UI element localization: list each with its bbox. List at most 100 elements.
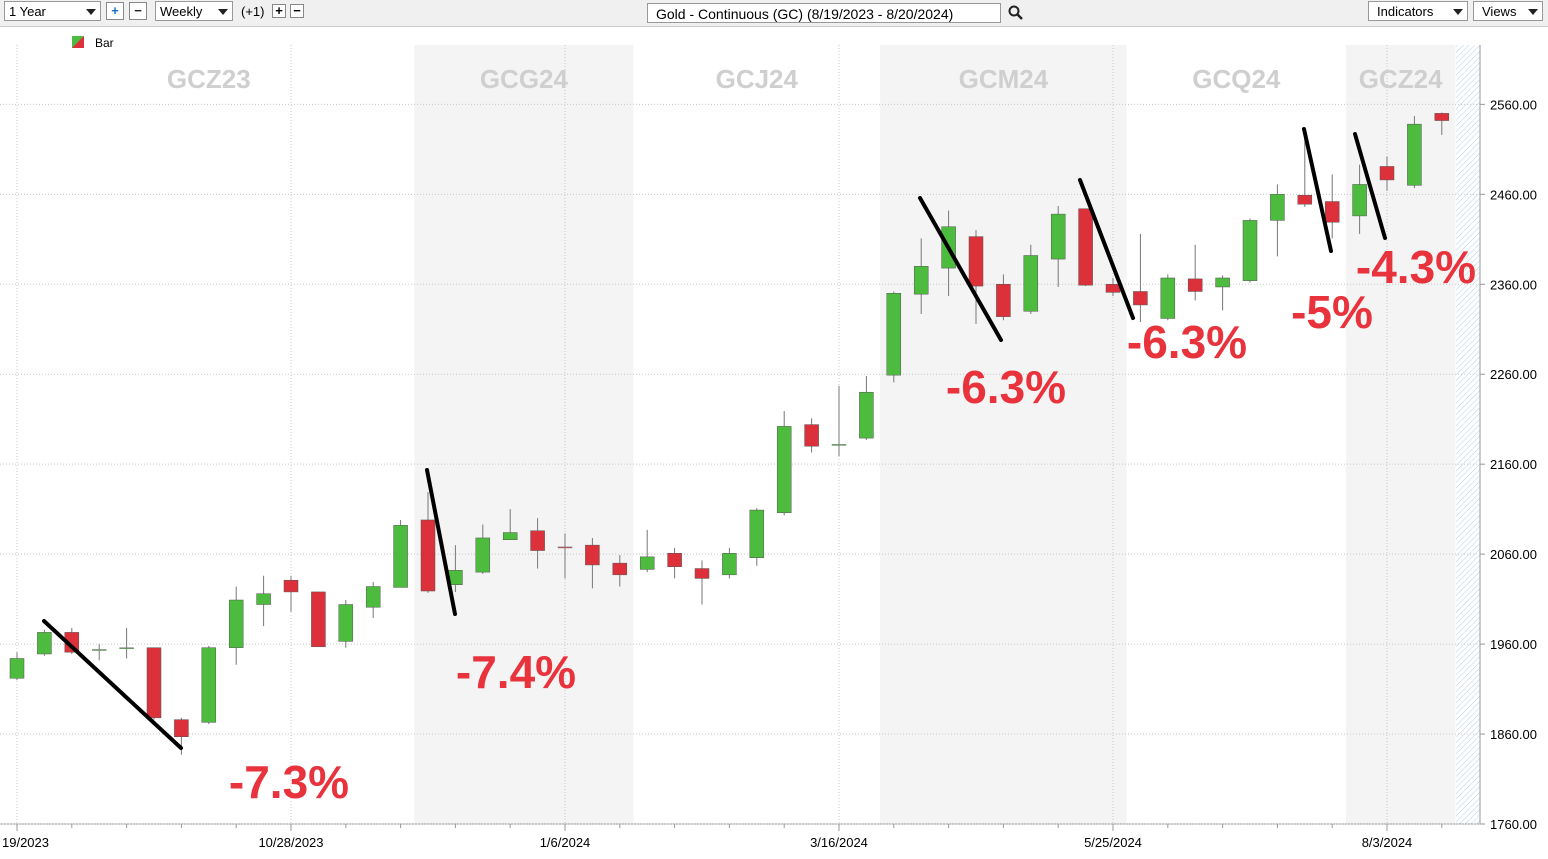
candle-body [996,284,1011,317]
trend-line [42,619,183,750]
search-icon[interactable] [1008,5,1024,21]
contract-label: GCG24 [480,64,569,94]
candle-body [1324,201,1340,223]
drawdown-label: -4.3% [1356,241,1476,293]
candle-body [365,586,381,608]
candle-body [639,556,655,570]
x-tick-label: 8/3/2024 [1362,835,1413,850]
candle-body [1270,194,1285,221]
symbol-box[interactable]: Gold - Continuous (GC) (8/19/2023 - 8/20… [647,3,1001,23]
chart-title: Gold - Continuous (GC) (8/19/2023 - 8/20… [656,6,954,22]
indicators-select[interactable]: Indicators [1368,1,1468,21]
x-tick-label: 19/2023 [2,835,49,850]
candle-body [804,424,819,447]
trend-lines [42,127,1387,750]
candle-body [776,426,792,514]
range-text: 1 Year [9,4,46,19]
drawdown-label: -7.4% [456,646,576,698]
legend-icon-down [72,36,84,48]
candle-body [228,599,244,648]
candle-body [859,391,874,439]
zoom-in[interactable]: + [106,2,124,20]
candle-body [1187,278,1203,292]
candle-body [283,579,299,593]
offset-plus[interactable]: + [272,4,286,18]
x-tick-label: 1/6/2024 [540,835,591,850]
candle-body [1078,208,1093,286]
zoom-out[interactable]: − [129,2,147,20]
candle-body [530,530,545,551]
candle-body [1297,194,1313,205]
candle-body [1215,277,1230,288]
candle-body [119,647,134,649]
contract-band [1345,45,1456,824]
drawdown-label: -6.3% [1127,316,1247,368]
contract-label: GCJ24 [716,64,799,94]
candle-body [1133,291,1148,306]
y-tick-label: 2560.00 [1490,97,1537,112]
x-tick-label: 5/25/2024 [1084,835,1142,850]
contract-band [880,45,1127,824]
candle-body [749,509,765,558]
candle-body [91,649,107,651]
dropdown-arrow [86,9,96,15]
candle-body [311,591,326,648]
trend-line [1078,178,1135,320]
range-select[interactable]: 1 Year [4,1,101,21]
legend-label: Bar [95,36,114,50]
candle-body [694,568,710,579]
trend-line [425,468,457,616]
candle-body [256,593,271,605]
candle-body [585,544,600,566]
contract-band [414,45,634,824]
drawdown-label: -7.3% [229,756,349,808]
drawdown-label: -5% [1291,286,1373,338]
drawdown-label: -6.3% [946,361,1066,413]
candle-body [831,444,847,446]
x-tick-label: 3/16/2024 [810,835,868,850]
y-tick-label: 2460.00 [1490,187,1537,202]
candle-body [968,236,984,287]
y-tick-label: 2360.00 [1490,277,1537,292]
views-text: Views [1482,4,1517,19]
candle-body [420,519,436,592]
toolbar: 1 Year + − Weekly (+1) + − Gold - Contin… [0,0,1548,27]
trend-line [1353,132,1387,240]
y-tick-label: 1860.00 [1490,727,1537,742]
future-area [1456,45,1480,824]
candle-body [338,604,354,642]
offset-text: (+1) [241,4,265,19]
candle-body [1434,113,1450,121]
candle-body [475,537,491,573]
trend-line [918,196,1003,342]
offset-minus[interactable]: − [290,4,304,18]
contract-label: GCZ23 [167,64,251,94]
candle-body [1160,277,1176,319]
candle-body [1050,213,1066,260]
interval-text: Weekly [160,4,203,19]
chart: GCZ23 GCG24 GCJ24 GCM24 GCQ24 GCZ24 Bar 1760.… [0,36,1537,850]
y-tick-label: 2060.00 [1490,547,1537,562]
dropdown-arrow [218,9,228,15]
candle-body [201,647,217,723]
plot-area [0,45,1480,824]
candle-body [146,647,162,719]
candle-body [667,552,682,567]
candle-body [1407,123,1422,186]
candle-body [557,546,573,549]
candle-body [1105,284,1121,293]
y-tick-label: 2160.00 [1490,457,1537,472]
candle-body [722,552,737,576]
y-tick-label: 1960.00 [1490,637,1537,652]
interval-select[interactable]: Weekly [155,1,233,21]
contract-label: GCQ24 [1192,64,1281,94]
trend-line [1302,127,1333,253]
dropdown-arrow [1528,9,1538,15]
candle-body [913,266,929,295]
contract-label: GCZ24 [1359,64,1443,94]
candle-body [1352,184,1367,217]
candle-body [1023,255,1039,312]
views-select[interactable]: Views [1473,1,1543,21]
dropdown-arrow [1453,9,1463,15]
